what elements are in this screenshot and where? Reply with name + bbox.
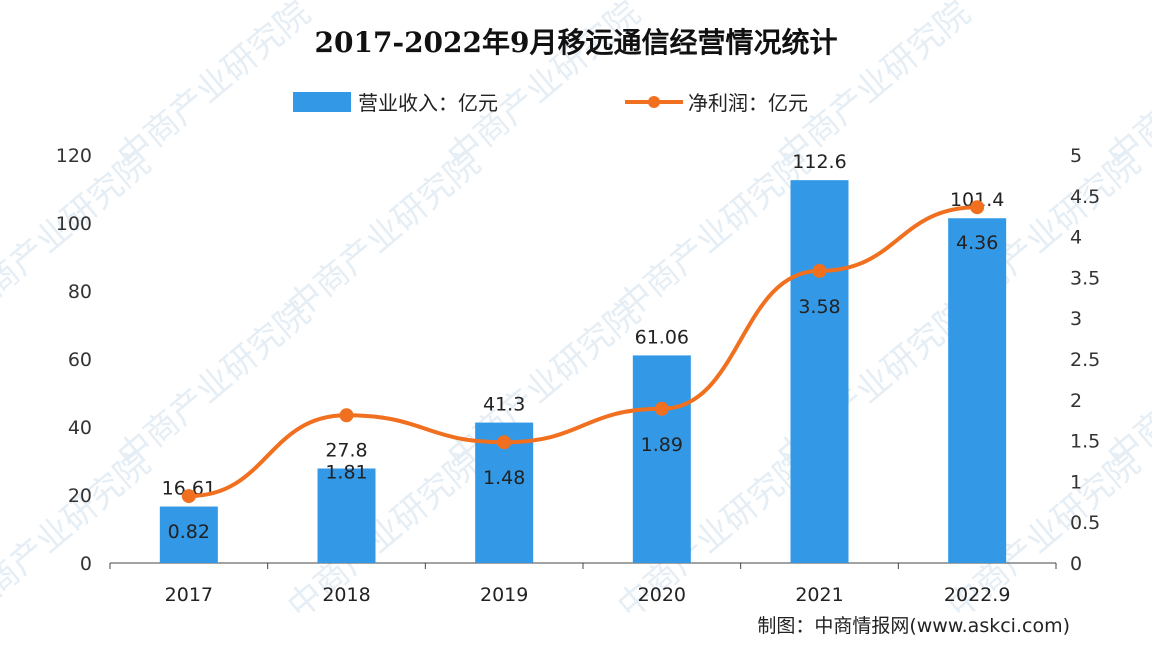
y-left-tick-label: 40	[68, 417, 92, 439]
x-tick-label: 2022.9	[944, 584, 1010, 606]
y-right-tick-label: 4.5	[1070, 186, 1100, 208]
bar	[632, 355, 691, 563]
legend-bar-swatch	[293, 92, 351, 112]
y-right-tick-label: 5	[1070, 145, 1082, 167]
legend-line-label: 净利润：亿元	[688, 91, 808, 115]
watermark: 中商产业研究院	[610, 143, 818, 327]
watermark: 中商产业研究院	[440, 293, 648, 477]
source-note: 制图：中商情报网(www.askci.com)	[757, 615, 1070, 637]
watermark: 中商产业研究院	[280, 443, 488, 627]
line-data-label: 1.89	[641, 434, 683, 456]
profit-line	[188, 205, 978, 499]
y-right-tick-label: 1	[1070, 471, 1082, 493]
y-right-tick-label: 0	[1070, 553, 1082, 575]
y-left-tick-label: 60	[68, 349, 92, 371]
line-data-label: 1.48	[483, 467, 525, 489]
bar-data-label: 27.8	[325, 439, 367, 461]
line-point	[654, 401, 669, 416]
line-point	[497, 435, 512, 450]
line-data-label: 0.82	[168, 521, 210, 543]
y-left-tick-label: 100	[56, 213, 92, 235]
bar	[790, 180, 849, 563]
line-point	[181, 489, 196, 504]
watermark: 中商产业研究院	[110, 0, 318, 177]
legend-line-marker	[648, 96, 660, 108]
y-left-tick-label: 120	[56, 145, 92, 167]
line-data-label: 3.58	[798, 296, 840, 318]
x-tick-label: 2020	[638, 584, 686, 606]
watermark: 中商产业研究院	[110, 293, 318, 477]
bar-data-label: 61.06	[635, 326, 689, 348]
watermark: 中商产业研究院	[280, 143, 488, 327]
bar-data-label: 112.6	[792, 151, 846, 173]
y-right-tick-label: 3.5	[1070, 267, 1100, 289]
y-left-tick-label: 80	[68, 281, 92, 303]
x-tick-label: 2021	[795, 584, 843, 606]
y-left-tick-label: 0	[80, 553, 92, 575]
x-tick-label: 2018	[322, 584, 370, 606]
bar	[948, 218, 1007, 564]
y-right-tick-label: 4	[1070, 227, 1082, 249]
bar-data-label: 41.3	[483, 394, 525, 416]
y-left-tick-label: 20	[68, 485, 92, 507]
y-right-tick-label: 1.5	[1070, 431, 1100, 453]
y-right-tick-label: 2	[1070, 390, 1082, 412]
y-right-tick-label: 3	[1070, 308, 1082, 330]
chart-title: 2017-2022年9月移远通信经营情况统计	[315, 26, 838, 59]
x-tick-label: 2019	[480, 584, 528, 606]
bar	[317, 468, 376, 563]
bar	[159, 506, 218, 563]
line-point	[812, 263, 827, 278]
line-data-label: 4.36	[956, 232, 998, 254]
y-right-tick-label: 2.5	[1070, 349, 1100, 371]
x-tick-label: 2017	[165, 584, 213, 606]
line-point	[339, 408, 354, 423]
y-right-tick-label: 0.5	[1070, 512, 1100, 534]
watermark: 中商产业研究院	[0, 443, 158, 627]
line-data-label: 1.81	[325, 461, 367, 483]
line-point	[970, 200, 985, 215]
legend-bar-label: 营业收入：亿元	[358, 91, 498, 115]
